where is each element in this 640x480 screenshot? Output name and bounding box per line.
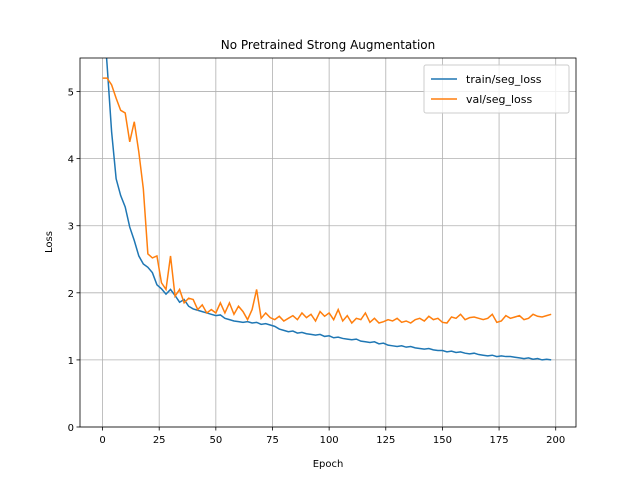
grid (80, 58, 576, 428)
y-tick-label: 0 (68, 423, 74, 434)
ticks: 0 25 50 75 100 125 150 175 200 0 1 2 3 4 5 (68, 88, 566, 446)
x-tick-label: 150 (433, 435, 452, 446)
y-tick-label: 1 (68, 356, 74, 367)
x-tick-label: 75 (266, 435, 279, 446)
x-tick-label: 100 (320, 435, 339, 446)
axes-frame (79, 57, 577, 428)
line-series (105, 58, 552, 361)
legend-label: val/seg_loss (466, 93, 533, 106)
x-axis-label: Epoch (313, 459, 344, 470)
legend: train/seg_loss val/seg_loss (423, 64, 570, 114)
y-axis-label: Loss (44, 231, 55, 253)
x-tick-label: 125 (376, 435, 395, 446)
y-tick-label: 3 (68, 222, 74, 233)
y-tick-label: 4 (68, 155, 74, 166)
line-series (102, 77, 552, 325)
x-tick-label: 200 (546, 435, 565, 446)
x-tick-label: 175 (490, 435, 509, 446)
legend-label: train/seg_loss (466, 73, 542, 86)
x-tick-label: 50 (209, 435, 222, 446)
chart-title: No Pretrained Strong Augmentation (221, 38, 435, 52)
x-tick-label: 25 (153, 435, 166, 446)
x-tick-label: 0 (99, 435, 105, 446)
y-tick-label: 2 (68, 289, 74, 300)
legend-box (423, 64, 570, 114)
plot-area (102, 58, 552, 361)
y-tick-label: 5 (68, 88, 74, 99)
